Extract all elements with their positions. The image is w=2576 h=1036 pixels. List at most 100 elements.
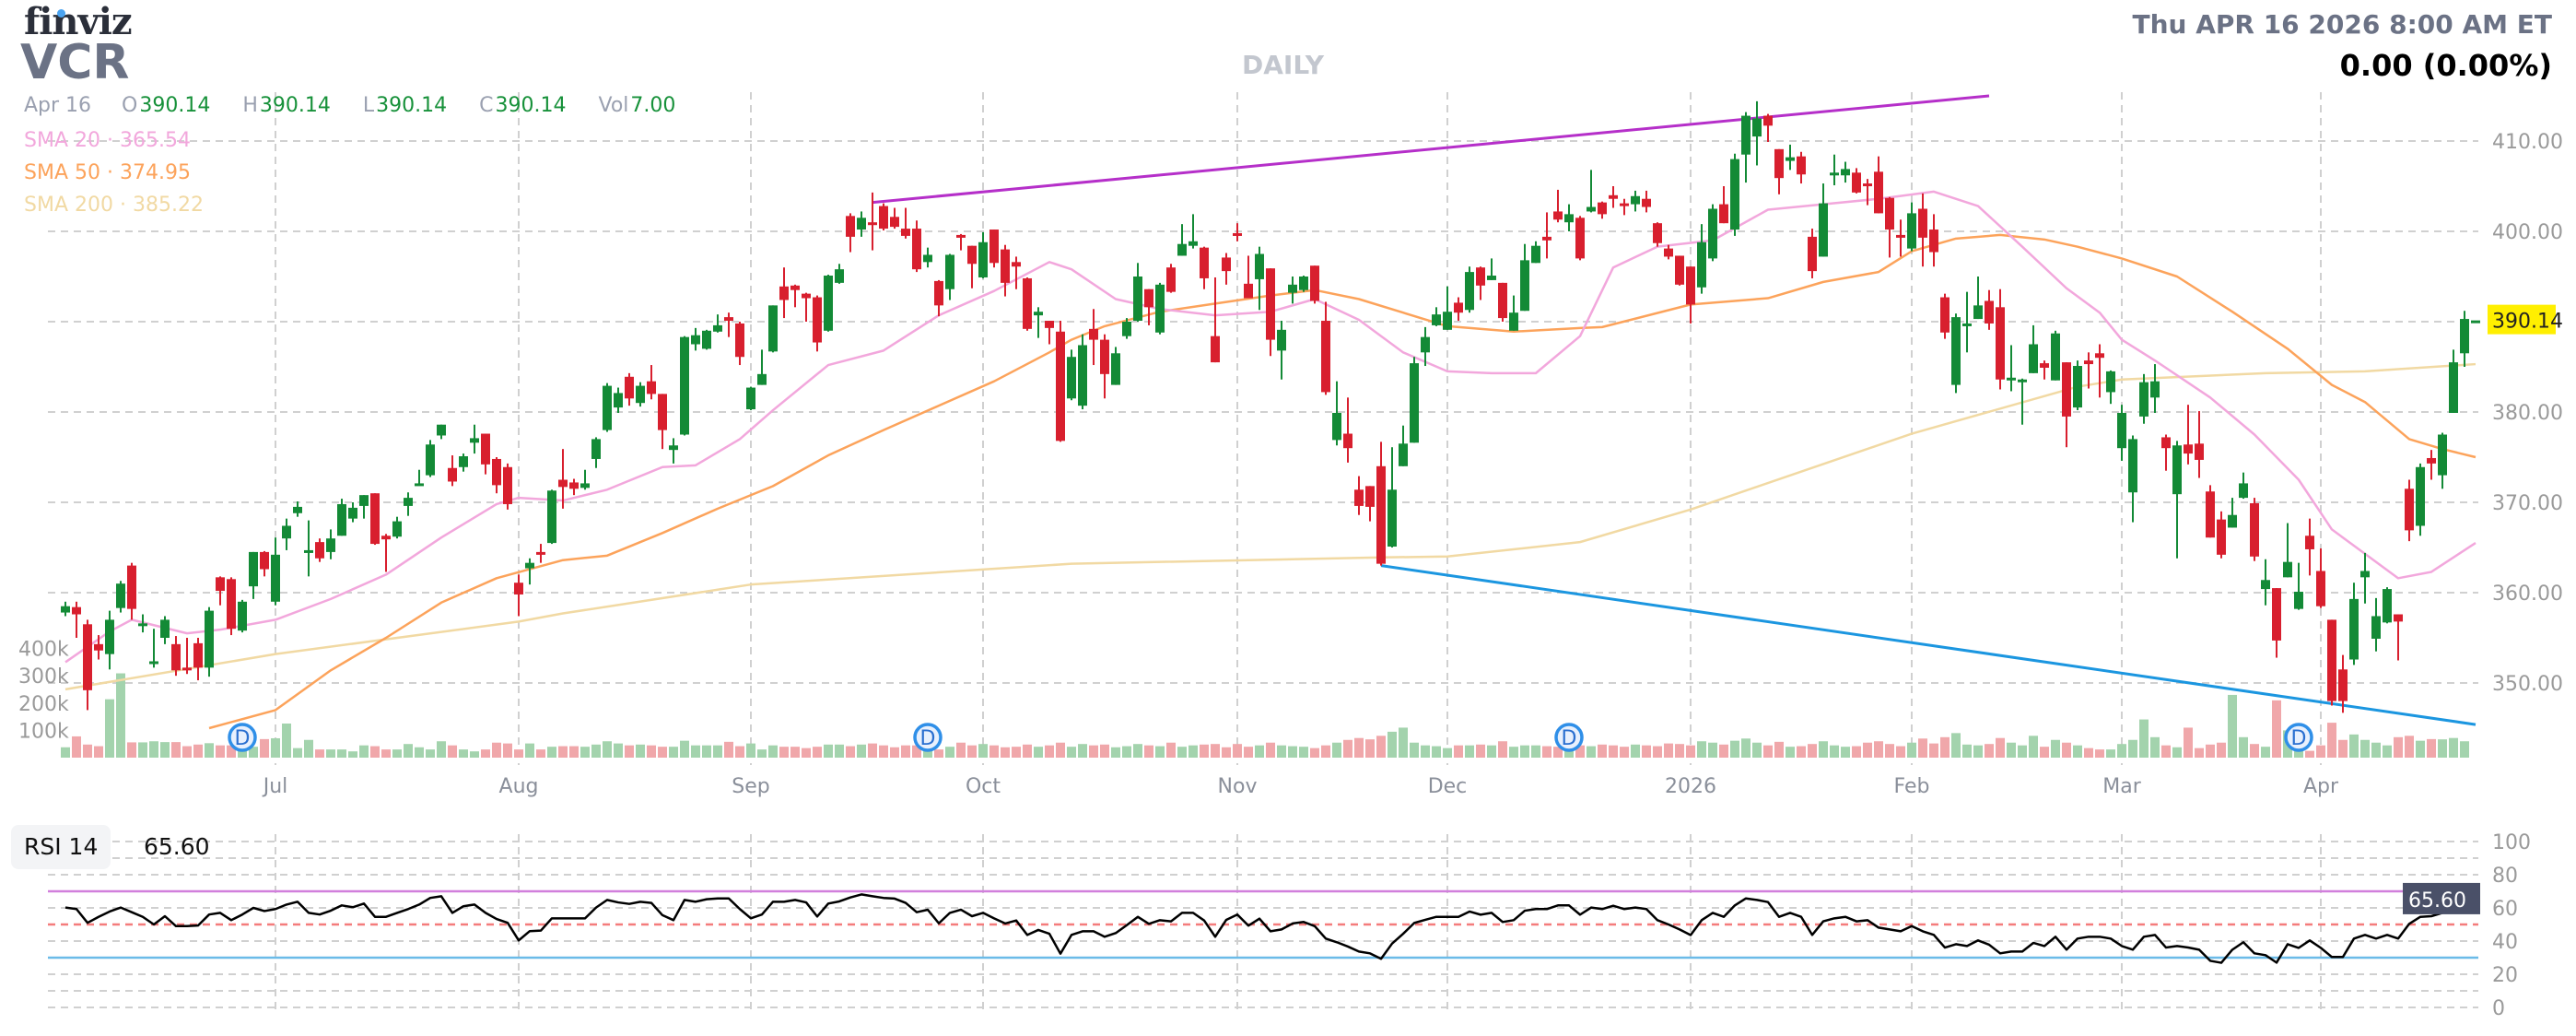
price-tick-label: 360.00: [2492, 583, 2563, 606]
volume-bar: [702, 745, 711, 758]
candle-body: [2261, 580, 2270, 590]
candle-body: [956, 234, 966, 238]
candle-body: [1996, 307, 2005, 380]
candle-body: [857, 218, 866, 230]
volume-bar: [636, 744, 645, 758]
volume-bar: [691, 745, 700, 758]
volume-bar: [1354, 737, 1364, 758]
volume-bar: [1896, 746, 1905, 758]
candle-body: [757, 373, 767, 385]
volume-bar: [205, 743, 214, 758]
volume-bar: [2383, 745, 2392, 758]
candle-body: [1288, 284, 1297, 293]
candle-body: [282, 525, 291, 539]
volume-bar: [249, 747, 258, 758]
sma20-legend[interactable]: SMA 20 · 365.54: [24, 129, 191, 152]
volume-bar: [2239, 736, 2248, 758]
candle-body: [1642, 198, 1651, 207]
candle-body: [1211, 336, 1220, 363]
price-tick-label: 370.00: [2492, 492, 2563, 515]
volume-bar: [1465, 745, 1474, 758]
volume-bar: [2460, 741, 2469, 758]
volume-bar: [1553, 747, 1563, 758]
low-value: 390.14: [376, 94, 448, 117]
candle-body: [2172, 445, 2182, 495]
volume-bar: [2405, 736, 2414, 758]
volume-bars: [61, 673, 2469, 758]
candle-body: [713, 324, 722, 332]
candle-body: [94, 643, 103, 651]
volume-bar: [978, 744, 988, 758]
volume-bar: [392, 749, 402, 758]
candle-body: [2283, 561, 2292, 578]
candle-body: [912, 229, 921, 270]
volume-bar: [989, 745, 999, 758]
volume-bar: [2106, 749, 2115, 758]
volume-bar: [2184, 727, 2193, 758]
candle-body: [2195, 443, 2204, 460]
volume-bar: [1852, 746, 1861, 758]
volume-bar: [2427, 738, 2436, 758]
candle-body: [1255, 253, 1264, 279]
price-change: 0.00 (0.00%): [2339, 48, 2552, 83]
volume-bar: [1542, 746, 1551, 758]
finviz-logo[interactable]: finviz: [24, 2, 133, 42]
volume-bar: [558, 746, 568, 758]
open-value: 390.14: [139, 94, 211, 117]
sma50-legend[interactable]: SMA 50 · 374.95: [24, 161, 191, 184]
candle-body: [2360, 571, 2370, 578]
candle-body: [2371, 616, 2381, 639]
volume-bar: [1940, 736, 1950, 758]
volume-bar: [1996, 737, 2005, 758]
close-label: C: [479, 94, 494, 117]
candle-body: [1940, 297, 1950, 333]
volume-bar: [1653, 746, 1662, 758]
low-label: L: [362, 94, 375, 117]
candle-body: [2405, 489, 2414, 531]
volume-bar: [846, 746, 855, 758]
trendlines[interactable]: [872, 94, 2476, 726]
volume-label: Vol: [598, 94, 629, 117]
volume-bar: [2360, 739, 2370, 758]
candle-body: [2305, 536, 2314, 549]
candle-body: [1962, 323, 1972, 326]
candle-body: [580, 483, 590, 489]
candle-body: [1741, 115, 1751, 155]
volume-bar: [890, 747, 899, 758]
candle-body: [171, 643, 181, 671]
volume-bar: [1797, 746, 1806, 758]
candle-body: [1841, 169, 1850, 176]
candle-body: [2150, 381, 2160, 398]
volume-bar: [149, 741, 158, 758]
candle-body: [2184, 444, 2193, 454]
sma200-legend[interactable]: SMA 200 · 385.22: [24, 194, 204, 217]
candle-body: [1012, 262, 1021, 267]
volume-bar: [337, 749, 346, 758]
volume-bar: [945, 747, 954, 758]
candle-body: [945, 254, 954, 289]
volume-bar: [1531, 745, 1540, 758]
volume-bar: [1774, 741, 1784, 758]
high-label: H: [242, 94, 258, 117]
volume-bar: [1089, 745, 1098, 758]
dividend-icon: [228, 723, 257, 752]
volume-bar: [1299, 747, 1308, 758]
candle-body: [105, 619, 114, 654]
volume-bar: [426, 749, 435, 758]
rsi-indicator-label[interactable]: RSI 14: [11, 825, 111, 869]
volume-bar: [569, 746, 579, 758]
candle-body: [2095, 353, 2104, 359]
rsi-last-label: 65.60: [2408, 889, 2466, 912]
volume-bar: [1399, 727, 1408, 758]
volume-bar: [1708, 742, 1717, 758]
candle-body: [790, 285, 800, 290]
volume-bar: [547, 747, 556, 758]
candle-body: [116, 583, 125, 608]
candle-body: [702, 330, 711, 349]
candle-body: [525, 562, 534, 569]
candle-body: [1332, 412, 1341, 441]
candle-body: [1343, 433, 1352, 449]
volume-bar: [1432, 746, 1441, 758]
